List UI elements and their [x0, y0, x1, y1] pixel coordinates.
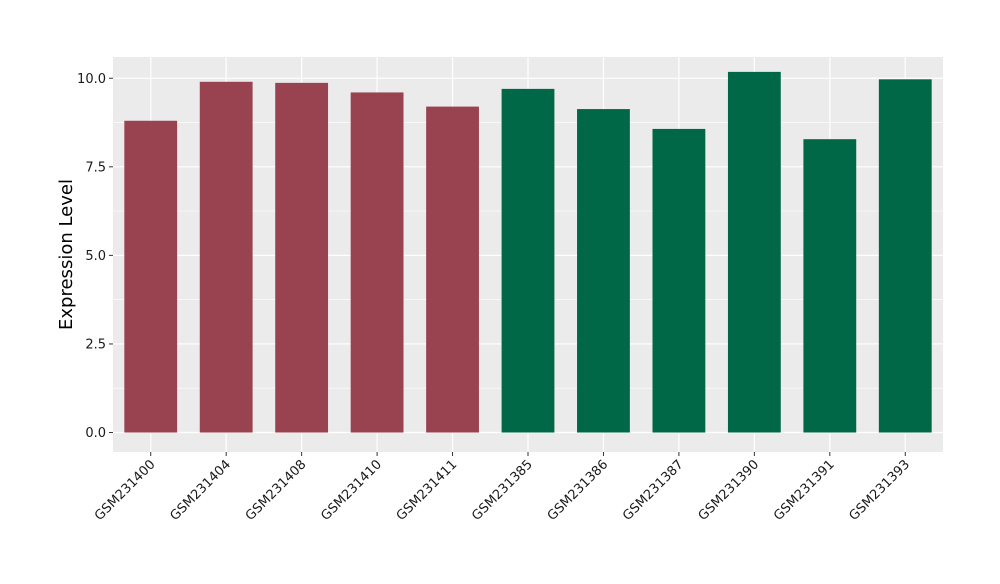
x-tick-label: GSM231385 [469, 457, 536, 524]
bar-GSM231391 [803, 139, 857, 433]
y-axis-title: Expression Level [56, 179, 77, 330]
bar-GSM231385 [501, 88, 555, 433]
bar-GSM231411 [426, 106, 479, 433]
x-tick-label: GSM231390 [696, 457, 763, 524]
x-tick-label: GSM231387 [620, 457, 687, 524]
x-tick-label: GSM231386 [545, 457, 612, 524]
x-tick-label: GSM231410 [318, 457, 385, 524]
y-tick-label: 0.0 [85, 426, 106, 441]
x-tick-label: GSM231411 [394, 457, 461, 524]
y-tick-label: 2.5 [85, 337, 106, 352]
bar-GSM231390 [727, 71, 781, 433]
x-tick-label: GSM231408 [243, 457, 310, 524]
x-tick-label: GSM231404 [167, 457, 234, 524]
x-tick-label: GSM231391 [771, 457, 838, 524]
bar-GSM231393 [878, 79, 932, 433]
bar-GSM231408 [275, 82, 329, 433]
y-axis: 0.0 2.5 5.0 7.5 10.0 [77, 72, 113, 441]
bar-GSM231404 [199, 81, 253, 433]
x-axis: GSM231400 GSM231404 GSM231408 GSM231410 GSM2… [92, 452, 913, 524]
bar-GSM231400 [124, 120, 178, 433]
y-tick-label: 5.0 [85, 249, 106, 264]
bar-GSM231410 [350, 92, 404, 433]
x-tick-label: GSM231400 [92, 457, 159, 524]
y-tick-label: 7.5 [85, 160, 106, 175]
y-tick-label: 10.0 [77, 72, 106, 87]
bar-GSM231387 [652, 128, 706, 433]
bar-GSM231386 [577, 109, 630, 433]
bars [124, 71, 932, 433]
x-tick-label: GSM231393 [847, 457, 914, 524]
